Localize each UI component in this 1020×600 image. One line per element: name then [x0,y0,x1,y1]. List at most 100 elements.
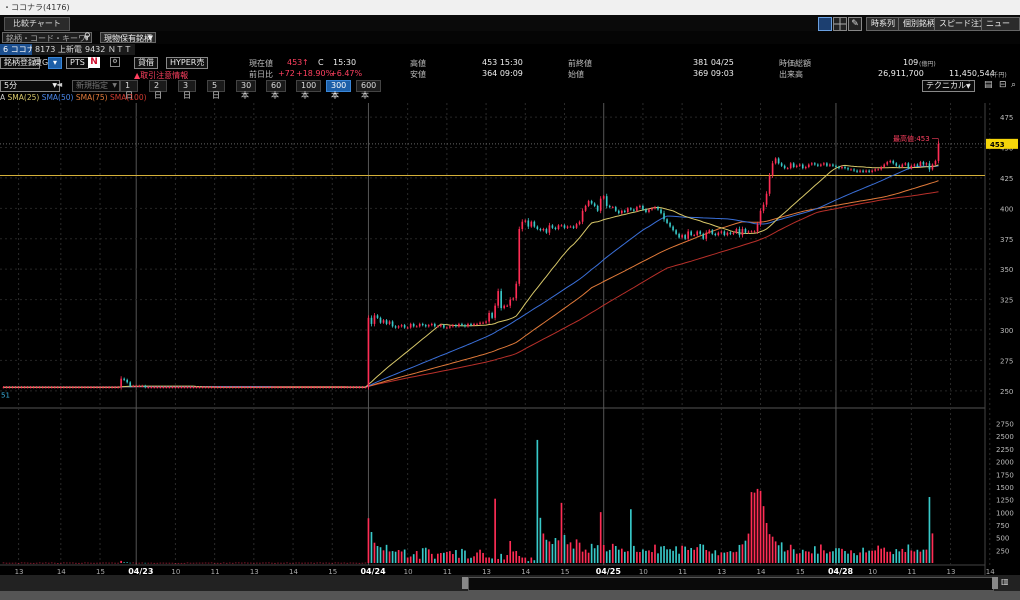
price-label: 現在値 [249,59,273,68]
volume-bar [32,562,35,564]
volume-bar [225,562,228,564]
pts-button[interactable]: PTS [66,57,89,69]
search-icon[interactable]: ⚲ [84,32,91,42]
candle-body [482,322,484,324]
candle-body [807,164,810,167]
margin-badge: 貸借 [134,57,158,69]
volume-bar [253,562,255,564]
high-label: 高値 [410,59,426,68]
layout-single-icon[interactable] [818,17,832,31]
volume-bar [810,553,813,563]
volume-bar [847,553,849,563]
new-spec-select[interactable]: 新規指定 ▼ [72,80,120,92]
candle-body [424,325,427,327]
volume-bar [195,562,198,564]
volume-bar [862,547,864,563]
candle-body [186,387,189,389]
volume-bar [35,562,38,564]
symbol-tab[interactable]: 9432 ＮＴＴ [82,44,135,55]
period-button[interactable]: 1日 [120,80,138,100]
technical-button[interactable]: テクニカル▼ [922,80,975,92]
candle-body [32,387,35,389]
volume-bar [449,551,451,563]
x-tick-label: 14 [757,568,766,575]
volume-bar [801,549,804,563]
volume-bar [663,546,665,563]
candle-body [545,229,548,233]
symbol-tab-active[interactable]: 6 ココナラ [0,44,46,55]
volume-bar [608,549,611,563]
period-button[interactable]: 60本 [266,80,287,100]
candle-body [343,387,346,389]
volume-bar [614,546,617,563]
news-button[interactable]: ニュース [981,17,1020,40]
grid-layout-icon[interactable] [833,17,847,31]
y-tick-label: 350 [1000,266,1013,274]
draw-pen-icon[interactable]: ✎ [848,17,862,31]
settings-icon[interactable]: ⚙ [110,57,120,67]
volume-bar [213,562,216,564]
candle-body [20,387,23,389]
candle-body [795,165,798,167]
zoom-icon[interactable]: ⌕ [1011,80,1017,90]
candle-body [316,387,319,389]
chart-navigator[interactable]: ▥ [0,575,1020,600]
navigator-window[interactable] [468,577,994,591]
period-button[interactable]: 30本 [236,80,257,100]
period-button[interactable]: 5日 [207,80,225,100]
candle-body [762,204,765,211]
horizontal-scrollbar[interactable] [0,591,1020,600]
candle-body [156,387,159,389]
candle-body [919,162,922,166]
volume-bar [853,553,855,563]
volume-bar [820,544,822,563]
candle-body [832,164,834,166]
volume-bar [424,547,427,563]
candle-body [412,323,415,327]
candle-body [358,387,361,389]
volume-bar [497,558,499,563]
symbol-tab[interactable]: 8173 上新電 [32,44,85,55]
period-button[interactable]: 100本 [296,80,322,100]
timeseries-button[interactable]: 時系列 [866,17,900,31]
volume-bar [744,540,747,563]
step-back-icon[interactable]: ◄ [56,80,63,89]
trade-warning[interactable]: ▲取引注意情報 [134,70,188,81]
period-button[interactable]: 300本 [326,80,352,100]
volume-bar [539,517,542,563]
navigator-left-handle[interactable] [462,577,468,589]
period-button[interactable]: 2日 [149,80,167,100]
search-input[interactable]: 銘柄・コード・キーワード ▼ [2,32,92,54]
price-chart[interactable]: 13 14 15 04/23 10 11 13 14 15 04/24 10 11 13 14 15 04/2… [0,103,1020,575]
navigator-zoom-icon[interactable]: ▥ [1001,577,1009,586]
volume-tick-label: 1000 [996,509,1014,517]
period-button[interactable]: 600本 [356,80,382,100]
volume-bar [216,562,219,564]
current-price: 453 [287,58,303,67]
volume-bar [403,549,406,563]
volume-bar [231,562,234,564]
candle-body [928,163,931,170]
volume-bar [364,562,367,564]
chevron-down-icon: ▼ [966,83,971,90]
candle-body [331,387,334,389]
volume-bar [494,498,496,563]
volume-bar [135,562,138,564]
register-button[interactable]: 銘柄登録 [0,57,40,69]
candle-body [844,166,846,169]
volume-bar [286,562,288,564]
interval-select[interactable]: 5分 ▼ [0,80,60,92]
symbol-tab-row: 6 ココナラ 8173 上新電 9432 ＮＴＴ [0,44,1020,55]
candle-body [817,164,819,166]
settings-chart-icon[interactable]: ⊟ [999,80,1007,90]
volume-bar [180,562,183,564]
period-button[interactable]: 3日 [178,80,196,100]
holdings-dropdown[interactable]: 現物保有銘柄 ▼ [100,32,156,43]
exchange-toggle[interactable]: ▾ [48,57,63,69]
compare-chart-icon[interactable]: ▤ [984,80,993,90]
navigator-right-handle[interactable] [992,577,998,589]
tab-compare-chart[interactable]: 比較チャート [4,17,70,31]
candle-body [280,387,282,389]
candle-type-icon[interactable]: ⫶ [968,80,971,90]
news-n-badge[interactable]: N [88,57,100,68]
